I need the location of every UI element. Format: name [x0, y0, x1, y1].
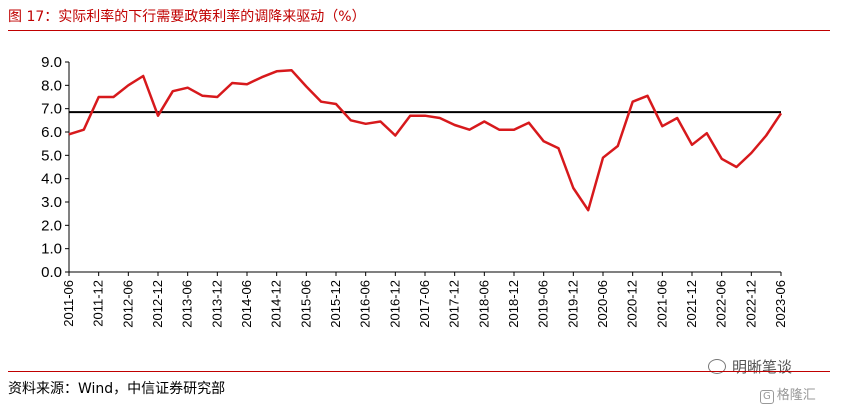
- x-tick-label: 2018-06: [476, 280, 491, 328]
- x-tick-label: 2019-12: [565, 280, 580, 328]
- y-tick-label: 1.0: [41, 241, 62, 258]
- gelonghui-icon: G: [760, 390, 774, 404]
- x-tick-label: 2012-12: [150, 280, 165, 328]
- x-tick-label: 2014-06: [239, 280, 254, 328]
- y-tick-labels: 9.0 8.0 7.0 6.0 5.0 4.0 3.0 2.0 1.0 0.0: [41, 54, 62, 281]
- x-tick-label: 2014-12: [269, 280, 284, 328]
- watermark-secondary-text: 格隆汇: [776, 388, 816, 403]
- x-tick-label: 2012-06: [120, 280, 135, 328]
- real-rate-series-line: [68, 68, 783, 212]
- x-tick-label: 2013-06: [180, 280, 195, 328]
- y-tick-label: 3.0: [41, 194, 62, 211]
- x-tick-label: 2020-12: [625, 280, 640, 328]
- x-tick-label: 2016-06: [358, 280, 373, 328]
- title-divider: [8, 30, 830, 31]
- watermark-text: 明晰笔谈: [732, 358, 793, 376]
- x-tick-labels: 2011-06 2011-12 2012-06 2012-12 2013-06 2013-…: [61, 280, 788, 328]
- x-tick-label: 2023-06: [773, 280, 788, 328]
- x-tick-label: 2017-06: [417, 280, 432, 328]
- x-tick-label: 2015-12: [328, 280, 343, 328]
- chart-axes: [65, 61, 782, 276]
- x-tick-label: 2019-06: [536, 280, 551, 328]
- x-tick-label: 2015-06: [298, 280, 313, 328]
- x-tick-label: 2017-12: [447, 280, 462, 328]
- y-tick-label: 7.0: [41, 101, 62, 118]
- x-tick-label: 2020-06: [595, 280, 610, 328]
- source-divider: [8, 371, 830, 372]
- x-tick-label: 2022-12: [743, 280, 758, 328]
- x-tick-label: 2016-12: [387, 280, 402, 328]
- y-tick-label: 5.0: [41, 147, 62, 164]
- chart-title: 图 17：实际利率的下行需要政策利率的调降来驱动（%）: [8, 9, 366, 25]
- x-tick-label: 2021-06: [654, 280, 669, 328]
- watermark: 明晰笔谈: [708, 356, 792, 377]
- y-tick-label: 0.0: [41, 264, 62, 281]
- wechat-icon: [708, 359, 726, 374]
- y-tick-label: 6.0: [41, 124, 62, 141]
- source-note: 资料来源：Wind，中信证券研究部: [8, 381, 226, 397]
- x-tick-label: 2022-06: [714, 280, 729, 328]
- x-tick-label: 2013-12: [209, 280, 224, 328]
- y-tick-label: 4.0: [41, 171, 62, 188]
- y-tick-label: 8.0: [41, 77, 62, 94]
- x-tick-label: 2011-12: [91, 280, 106, 327]
- y-tick-label: 2.0: [41, 217, 62, 234]
- x-tick-label: 2011-06: [61, 280, 76, 327]
- watermark-secondary: G 格隆汇: [760, 384, 816, 404]
- x-tick-label: 2021-12: [684, 280, 699, 328]
- y-tick-label: 9.0: [41, 54, 62, 71]
- x-tick-label: 2018-12: [506, 280, 521, 328]
